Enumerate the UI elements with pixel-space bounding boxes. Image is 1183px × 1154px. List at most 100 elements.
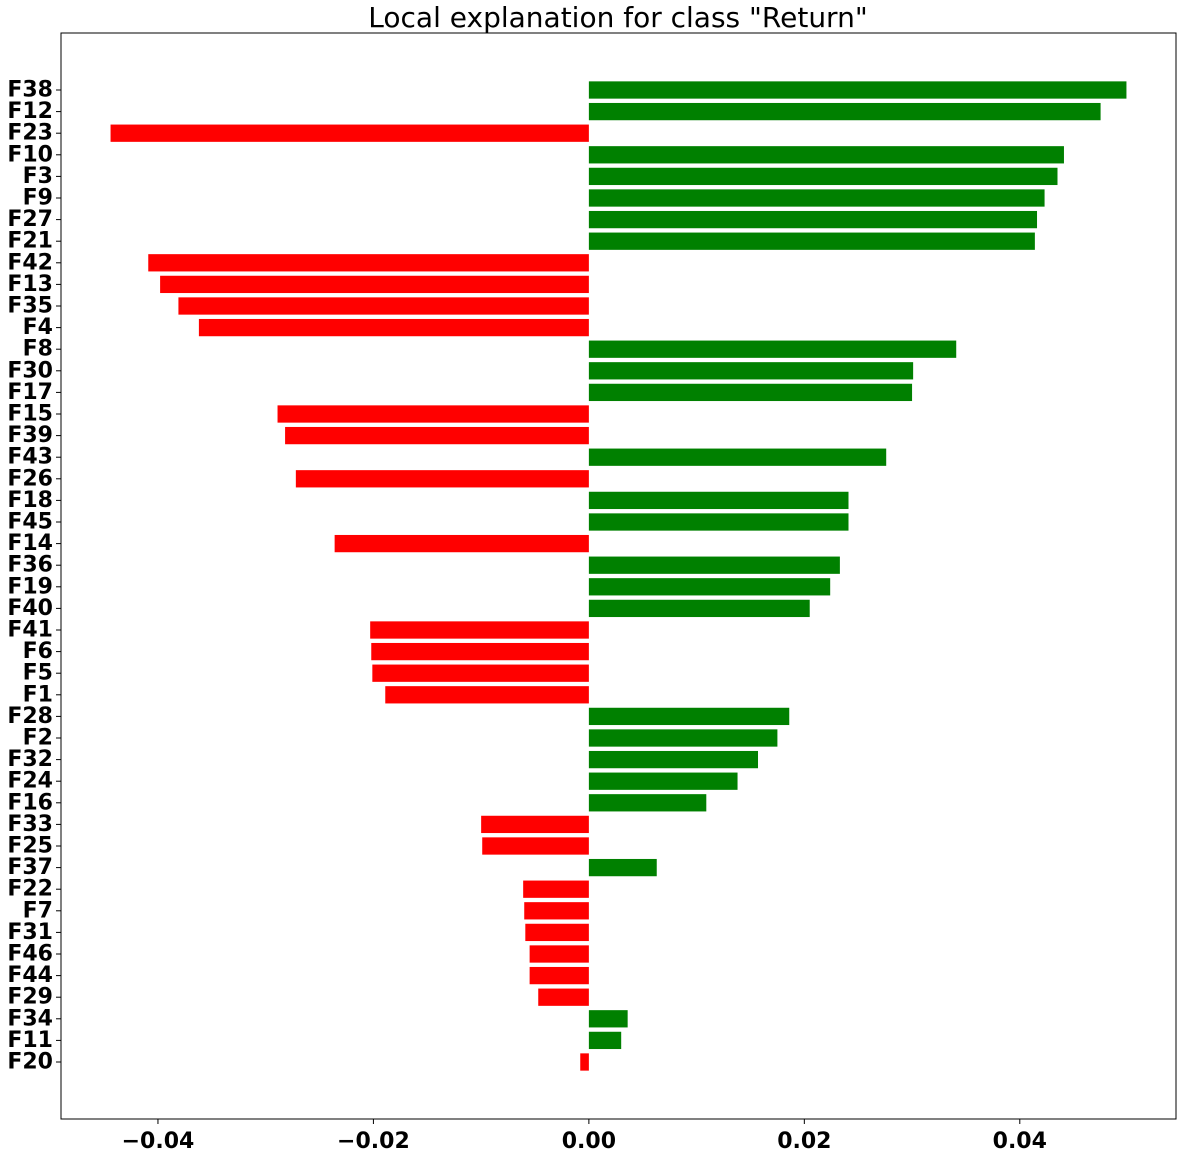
bar-f26 [295,470,589,488]
bar-f37 [588,858,657,877]
y-tick-label: F13 [7,272,53,297]
bar-f33 [481,815,589,834]
y-tick-label: F6 [23,639,53,664]
bar-f1 [385,686,589,704]
y-axis: F38F12F23F10F3F9F27F21F42F13F35F4F8F30F1… [7,78,61,1075]
x-tick-label: −0.02 [337,1129,410,1154]
y-tick-label: F35 [7,294,53,319]
bar-f8 [588,340,957,358]
bar-f23 [110,124,589,142]
y-tick-label: F5 [23,661,53,686]
bar-f45 [588,513,849,531]
bar-f35 [178,297,589,315]
y-tick-label: F17 [7,380,53,405]
bars-group [110,81,1127,1071]
y-tick-label: F18 [7,488,53,513]
y-tick-label: F27 [7,207,53,232]
bar-f3 [588,167,1058,186]
bar-f10 [588,146,1064,164]
bar-f19 [588,578,831,596]
y-tick-label: F25 [7,834,53,859]
y-tick-label: F15 [7,402,53,427]
bar-f38 [588,81,1127,99]
bar-f28 [588,707,790,726]
bar-f31 [525,923,589,942]
y-tick-label: F9 [23,186,53,211]
y-tick-label: F20 [7,1050,53,1075]
y-tick-label: F1 [23,682,53,707]
y-tick-label: F40 [7,596,53,621]
bar-f40 [588,599,810,618]
bar-f36 [588,556,840,574]
y-tick-label: F39 [7,423,53,448]
bar-f43 [588,448,887,466]
bar-f44 [529,966,589,985]
y-tick-label: F12 [7,99,53,124]
y-tick-label: F28 [7,704,53,729]
y-tick-label: F3 [23,164,53,189]
bar-f17 [588,383,913,402]
y-tick-label: F34 [7,1006,53,1031]
x-tick-label: 0.02 [777,1129,831,1154]
y-tick-label: F37 [7,855,53,880]
bar-f11 [588,1031,622,1050]
y-tick-label: F10 [7,142,53,167]
bar-f32 [588,750,759,769]
y-tick-label: F43 [7,445,53,470]
bar-f27 [588,210,1038,229]
y-tick-label: F21 [7,229,53,254]
y-tick-label: F38 [7,78,53,103]
y-tick-label: F33 [7,812,53,837]
y-tick-label: F22 [7,877,53,902]
bar-f15 [277,405,589,423]
y-tick-label: F29 [7,985,53,1010]
y-tick-label: F45 [7,510,53,535]
bar-f6 [371,642,589,661]
bar-f25 [482,837,589,855]
y-tick-label: F23 [7,121,53,146]
y-tick-label: F4 [23,315,53,340]
bar-f14 [334,534,589,553]
y-tick-label: F16 [7,790,53,815]
y-tick-label: F44 [7,963,53,988]
bar-f9 [588,189,1045,207]
y-tick-label: F26 [7,466,53,491]
x-axis: −0.04 −0.02 0.00 0.02 0.04 [122,1119,1047,1154]
bar-f21 [588,232,1035,250]
bar-f12 [588,102,1101,121]
y-tick-label: F7 [23,898,53,923]
bar-f13 [160,275,589,294]
y-tick-label: F2 [23,726,53,751]
y-tick-label: F46 [7,942,53,967]
y-tick-label: F19 [7,574,53,599]
y-tick-label: F30 [7,358,53,383]
bar-f46 [529,945,589,963]
y-tick-label: F32 [7,747,53,772]
bar-f7 [524,902,589,920]
x-tick-label: 0.00 [562,1129,616,1154]
y-tick-label: F24 [7,769,53,794]
x-tick-label: −0.04 [122,1129,195,1154]
bar-f5 [372,664,589,682]
bar-f22 [523,880,589,898]
x-tick-label: 0.04 [993,1129,1047,1154]
y-tick-label: F8 [23,337,53,362]
chart-title: Local explanation for class "Return" [368,1,867,34]
bar-f42 [148,254,589,272]
y-tick-label: F41 [7,618,53,643]
plot-frame [60,32,1177,1120]
bar-f24 [588,772,738,790]
bar-f39 [285,426,589,445]
y-tick-label: F36 [7,553,53,578]
bar-f4 [198,318,589,337]
bar-f30 [588,362,914,380]
y-tick-label: F11 [7,1028,53,1053]
bar-f18 [588,491,849,510]
y-tick-label: F42 [7,250,53,275]
bar-f2 [588,729,778,747]
y-tick-label: F31 [7,920,53,945]
bar-f16 [588,794,707,812]
bar-f41 [370,621,589,639]
bar-f34 [588,1010,628,1028]
